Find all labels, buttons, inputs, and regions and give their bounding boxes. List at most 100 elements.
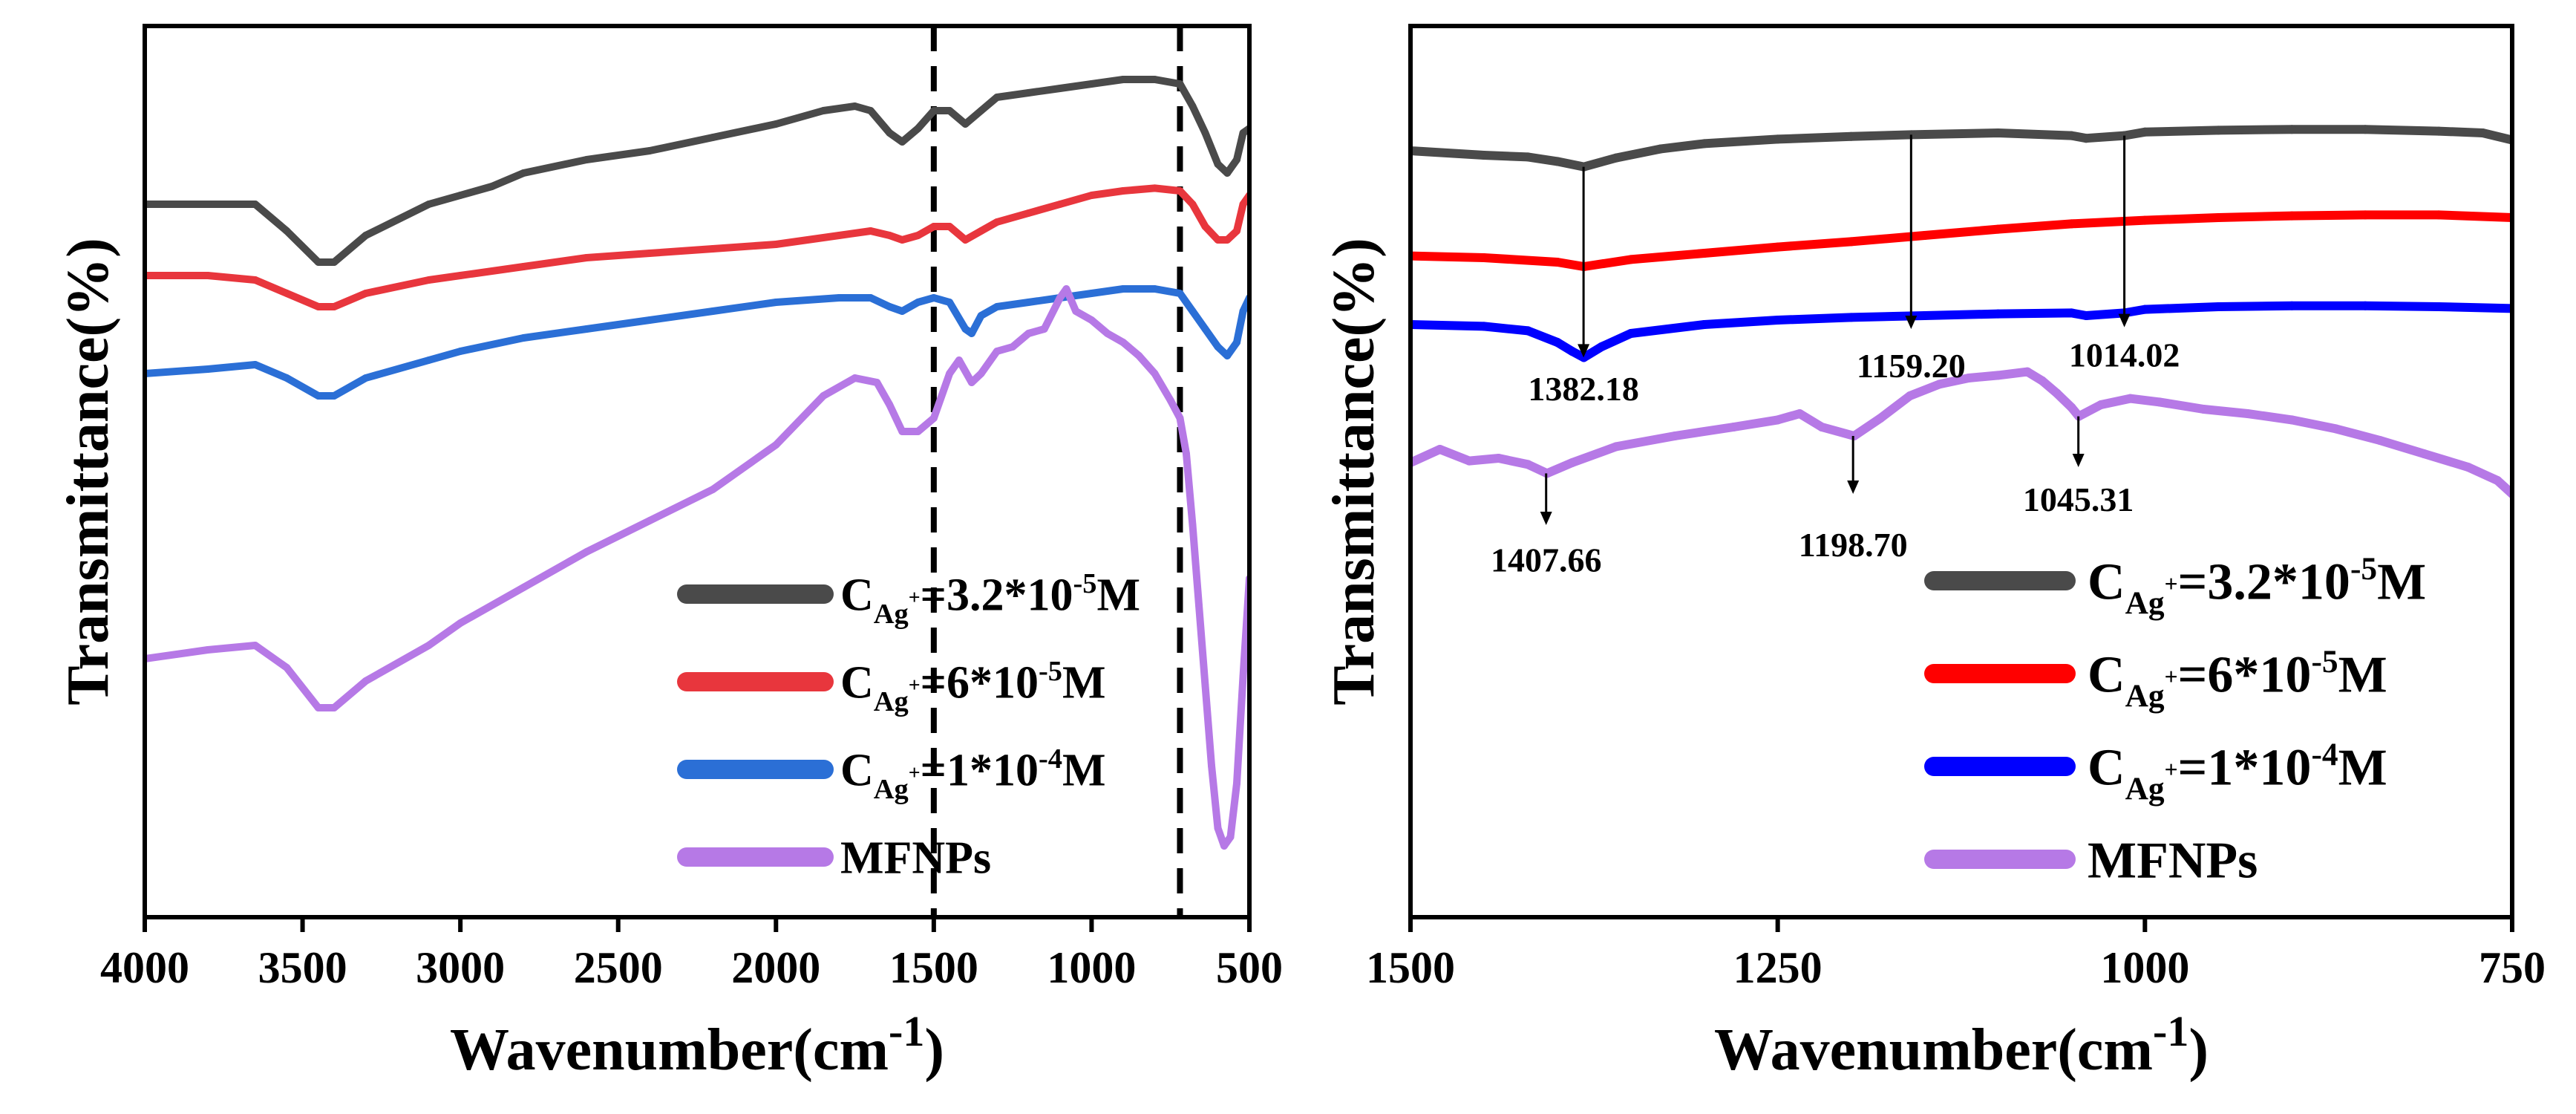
data-point: [1699, 139, 1709, 149]
data-point: [772, 299, 780, 306]
data-point: [1189, 201, 1197, 208]
data-point: [2478, 128, 2488, 137]
data-point: [1233, 227, 1240, 235]
data-point: [1233, 339, 1240, 346]
series-line-0: [1410, 125, 2512, 172]
data-point: [646, 147, 654, 154]
data-point: [866, 107, 875, 114]
series-group: [145, 76, 1249, 850]
x-tick-label: 1000: [2100, 943, 2189, 992]
annotation-arrowhead: [1847, 481, 1860, 494]
data-point: [1699, 320, 1709, 329]
x-tick-label: 3000: [416, 943, 505, 992]
data-point: [204, 201, 212, 208]
data-point: [2434, 126, 2444, 136]
data-point: [520, 263, 528, 270]
data-point: [204, 646, 212, 654]
annotation-label: 1159.20: [1857, 347, 1966, 385]
data-point: [2125, 394, 2135, 403]
data-point: [1773, 134, 1782, 144]
data-point: [457, 619, 465, 627]
data-point: [1435, 445, 1445, 454]
data-point: [646, 517, 654, 524]
data-point: [425, 356, 433, 364]
data-point: [886, 129, 894, 137]
data-point: [1567, 458, 1577, 467]
data-point: [898, 428, 906, 435]
data-point: [1040, 325, 1048, 333]
data-point: [1214, 343, 1222, 351]
data-point: [1214, 236, 1222, 244]
series-group: [1410, 125, 2512, 498]
data-point: [1072, 307, 1080, 315]
x-tick-label: 3500: [258, 943, 347, 992]
data-point: [2082, 134, 2091, 143]
data-point: [1135, 352, 1143, 359]
data-point: [772, 241, 780, 248]
data-point: [961, 120, 970, 128]
data-point: [1920, 311, 1929, 320]
annotation-label: 1045.31: [2023, 481, 2134, 518]
data-point: [2287, 211, 2297, 221]
data-point: [1993, 309, 2003, 319]
data-point: [914, 232, 922, 239]
data-point: [1062, 285, 1070, 293]
annotation-arrowhead: [2118, 313, 2131, 328]
data-point: [1465, 456, 1474, 466]
data-point: [1846, 313, 1856, 322]
x-tick-label: 1000: [1047, 943, 1136, 992]
data-point: [2067, 219, 2076, 229]
data-point: [1119, 339, 1127, 346]
x-tick-label: 2500: [574, 943, 663, 992]
data-point: [929, 294, 938, 302]
data-point: [1088, 316, 1096, 324]
data-point: [866, 294, 875, 302]
data-point: [2287, 125, 2297, 134]
data-point: [1024, 299, 1033, 306]
data-point: [1655, 144, 1665, 154]
data-point: [646, 316, 654, 324]
data-point: [1876, 414, 1886, 423]
legend-entry-0: CAg+=3.2*10-5M: [2088, 551, 2426, 621]
data-point: [1239, 673, 1247, 680]
data-point: [1189, 102, 1197, 110]
data-point: [1151, 76, 1159, 83]
data-point: [1612, 442, 1621, 452]
data-point: [1119, 187, 1127, 195]
data-point: [2493, 476, 2503, 485]
data-point: [583, 254, 591, 261]
annotation-label: 1382.18: [1528, 370, 1639, 408]
data-point: [709, 245, 717, 253]
data-point: [457, 272, 465, 279]
data-point: [1579, 353, 1589, 362]
data-point: [520, 169, 528, 177]
data-point: [330, 392, 339, 400]
data-point: [2096, 400, 2105, 409]
legend-entry-0: CAg+=3.2*10-5M: [840, 568, 1140, 630]
data-point: [946, 107, 954, 114]
data-point: [1523, 326, 1533, 336]
plot-frame: [143, 24, 1252, 919]
data-point: [866, 227, 875, 235]
data-point: [362, 677, 370, 685]
data-point: [886, 232, 894, 239]
legend: CAg+=3.2*10-5M CAg+=6*10-5M CAg+=1*10-4M MF…: [677, 568, 1140, 884]
y-axis-label: Transmittance(%): [56, 238, 121, 706]
data-point: [886, 303, 894, 310]
data-point: [1103, 330, 1111, 337]
annotation-arrowhead: [1540, 512, 1552, 525]
data-point: [1176, 80, 1184, 88]
data-point: [1223, 236, 1232, 244]
data-point: [1223, 169, 1232, 177]
series-line-0: [145, 76, 1249, 266]
legend: CAg+=3.2*10-5M CAg+=6*10-5M CAg+=1*10-4M MF…: [1924, 551, 2426, 890]
x-tick-label: 500: [1216, 943, 1283, 992]
data-point: [314, 258, 322, 266]
legend-entry-3: MFNPs: [840, 833, 991, 884]
annotation-arrowhead: [1578, 344, 1590, 358]
data-point: [1151, 285, 1159, 293]
data-point: [2067, 131, 2076, 140]
data-point: [1056, 201, 1064, 208]
data-point: [2082, 311, 2091, 320]
